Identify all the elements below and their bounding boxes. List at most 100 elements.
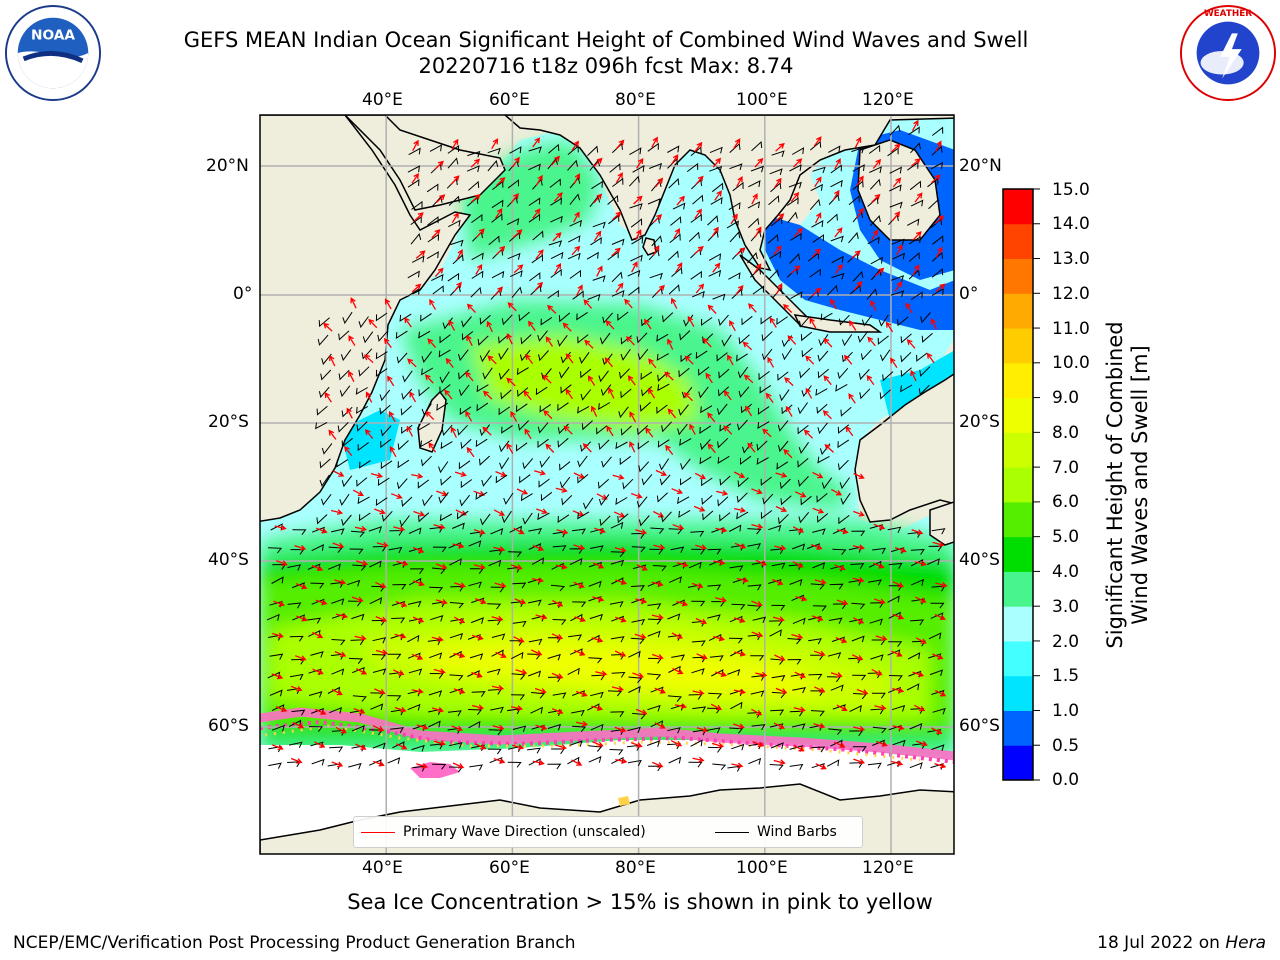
wave-direction-arrow [475,598,487,605]
wave-direction-arrow [552,232,562,242]
wave-direction-arrow [676,600,689,607]
wind-barb [461,331,474,341]
wind-barb [892,739,906,747]
wave-direction-arrow [471,634,484,641]
wave-direction-arrow [765,392,774,403]
lon-bottom-label-60: 60°E [489,858,530,878]
wind-barb [721,334,732,347]
wind-barb [476,402,489,412]
wind-barb [657,383,670,392]
wind-barb [861,314,873,327]
wind-barb [688,561,702,569]
tasmania-south-aus [929,501,954,546]
wind-barb [752,285,765,295]
chart-title: GEFS MEAN Indian Ocean Significant Heigh… [183,28,1029,52]
wind-barb [736,353,748,362]
wave-direction-arrow [427,338,437,349]
wind-barb [550,215,563,223]
lon-top-label-120: 120°E [862,90,914,110]
wind-barb [888,675,903,682]
wind-barb [598,439,610,451]
wind-barb [317,334,329,346]
wind-barb [292,529,307,535]
wind-barb [656,353,669,361]
wind-barb [498,440,510,453]
wind-barb [701,477,713,487]
wave-direction-arrow [506,333,513,345]
wind-barb [835,383,848,392]
wave-direction-arrow [532,137,541,148]
wave-direction-arrow [671,488,684,495]
wave-direction-arrow [729,320,736,332]
wind-barb [426,251,439,260]
wind-barb [812,234,825,243]
wind-barb [889,124,901,136]
wind-barb [269,653,284,660]
wave-direction-arrow [294,655,307,661]
wind-barb [630,585,645,592]
wind-barb [468,720,481,729]
wind-barb [728,524,742,532]
wind-barb [728,272,741,280]
wave-direction-arrow [822,410,832,420]
wind-barb [609,749,624,756]
wave-direction-arrow [873,523,886,530]
wind-barb [311,598,325,606]
wind-barb [509,270,523,278]
wind-barb [266,613,280,621]
wave-direction-arrow [374,688,386,695]
wave-direction-arrow [830,672,843,678]
wave-direction-arrow [573,649,586,656]
wind-barb [410,568,425,574]
wave-direction-arrow [751,708,763,716]
wave-direction-arrow [471,704,485,711]
wave-direction-arrow [273,600,285,607]
wind-barb [690,739,703,747]
wind-barb [552,619,567,626]
wind-barb [717,437,729,449]
wave-direction-arrow [353,707,366,714]
wind-barb [837,459,849,471]
wave-direction-arrow [535,614,548,620]
wind-barb [535,386,548,396]
wave-direction-arrow [652,245,660,257]
wind-barb [792,687,806,694]
wind-barb [620,348,631,361]
wave-direction-arrow [571,140,579,151]
wave-direction-arrow [315,599,328,606]
wind-barb [588,580,602,588]
wave-direction-arrow [743,374,754,384]
wave-direction-arrow [595,670,608,677]
wave-direction-arrow [871,193,881,203]
wind-barb [801,385,812,398]
wave-direction-arrow [651,136,658,148]
wave-direction-arrow [803,429,814,439]
wind-barb [647,603,662,610]
colorbar-tick: 5.0 [1052,527,1080,547]
wind-barb [812,605,827,612]
wind-barb [420,313,432,322]
wind-barb [677,423,688,436]
wind-barb [888,641,903,647]
wind-barb [837,439,850,449]
wind-barb [636,496,648,508]
wind-barb [491,213,503,223]
wind-barb [512,725,527,732]
wind-barb [528,146,542,153]
wind-barb [797,425,809,435]
wind-barb [690,270,702,280]
wave-direction-arrow [551,155,560,166]
wind-barb [380,425,392,437]
wind-barb [838,515,850,525]
wave-direction-arrow [453,616,466,624]
wave-direction-arrow [871,229,879,241]
wave-direction-arrow [348,335,356,346]
borneo [857,139,941,241]
wind-barb [706,727,721,734]
colorbar-segment [1003,258,1033,294]
wind-barb [331,668,345,676]
wind-barb [411,200,423,210]
wind-barb [658,458,670,471]
wave-direction-arrow [494,286,503,297]
wave-direction-arrow [611,211,622,221]
